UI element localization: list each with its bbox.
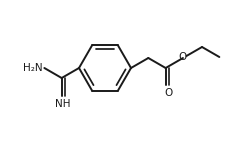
- Text: O: O: [164, 88, 172, 98]
- Text: NH: NH: [55, 99, 71, 109]
- Text: H₂N: H₂N: [23, 63, 42, 73]
- Text: O: O: [179, 52, 187, 62]
